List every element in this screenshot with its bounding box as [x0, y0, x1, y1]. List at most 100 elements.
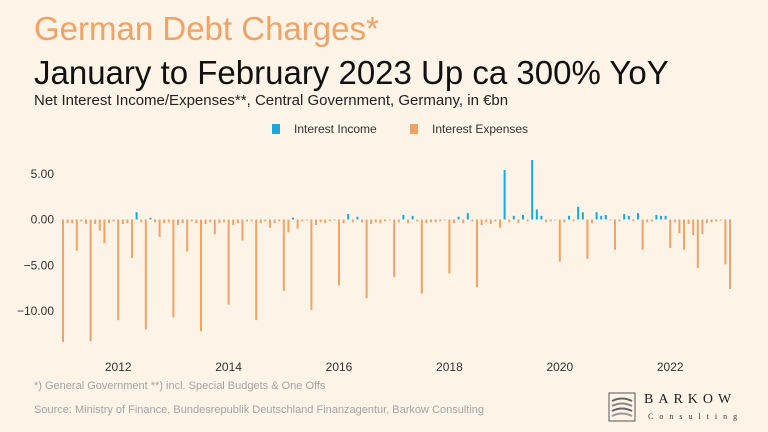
bar-income	[503, 170, 506, 220]
bar-expense	[112, 219, 115, 222]
barkow-logo: BARKOW Consulting	[608, 390, 762, 426]
bar-expense	[425, 219, 428, 224]
bar-expense	[98, 219, 101, 231]
bar-expense	[223, 219, 225, 223]
bar-expense	[338, 219, 340, 286]
y-tick-label: 5.00	[31, 167, 55, 181]
bar-expense	[181, 219, 184, 224]
bar-expense	[678, 219, 681, 234]
bar-expense	[351, 219, 354, 223]
bar-income	[664, 215, 667, 220]
bar-expense	[126, 219, 129, 224]
bar-expense	[236, 219, 239, 224]
y-tick-label: −10.00	[17, 304, 54, 318]
bar-expense	[508, 219, 511, 223]
bar-expense	[305, 219, 308, 221]
bar-expense	[213, 219, 216, 235]
bar-expense	[315, 219, 317, 225]
bar-expense	[144, 219, 147, 330]
bar-expense	[255, 219, 258, 321]
chart-legend: Interest Income Interest Expenses	[0, 122, 768, 138]
bar-expense	[618, 219, 621, 222]
bar-income	[637, 213, 639, 220]
bar-expense	[434, 219, 437, 223]
bar-expense	[227, 219, 230, 305]
bar-expense	[186, 219, 189, 252]
bar-expense	[365, 219, 368, 299]
bar-income	[600, 215, 603, 220]
bar-expense	[204, 219, 207, 225]
bar-expense	[131, 219, 133, 258]
bar-expense	[89, 219, 92, 342]
bar-income	[347, 214, 350, 220]
bar-expense	[342, 219, 345, 224]
bar-expense	[719, 219, 722, 221]
bar-expense	[476, 219, 478, 288]
bar-expense	[172, 219, 175, 318]
bar-expense	[489, 219, 492, 225]
bar-expense	[563, 219, 566, 223]
bar-expense	[443, 219, 446, 221]
bar-income	[623, 214, 626, 220]
bar-income	[655, 214, 658, 220]
bar-income	[457, 216, 460, 220]
bar-expense	[609, 219, 612, 221]
x-tick-label: 2016	[326, 360, 353, 374]
bar-expense	[384, 219, 386, 222]
bar-expense	[480, 219, 483, 225]
bar-expense	[407, 219, 409, 224]
bar-expense	[517, 219, 520, 224]
bar-expense	[485, 219, 488, 223]
bar-income	[568, 215, 570, 220]
bar-expense	[85, 219, 87, 225]
bar-expense	[558, 219, 561, 262]
bar-expense	[218, 219, 221, 224]
bar-expense	[388, 219, 391, 221]
bar-expense	[167, 219, 170, 223]
bar-expense	[71, 219, 74, 224]
bar-expense	[397, 219, 400, 223]
bar-expense	[632, 219, 635, 222]
bar-income	[540, 215, 543, 220]
legend-label-expenses: Interest Expenses	[432, 122, 529, 136]
bar-income	[292, 217, 294, 220]
bar-income	[512, 215, 515, 220]
y-tick-label: −5.00	[24, 258, 55, 272]
bar-expense	[163, 219, 166, 224]
bar-income	[135, 212, 138, 220]
bar-income	[604, 214, 607, 220]
bar-income	[627, 215, 630, 220]
x-tick-label: 2012	[105, 360, 132, 374]
x-tick-label: 2020	[546, 360, 573, 374]
bar-expense	[108, 219, 110, 224]
bar-expense	[420, 219, 423, 294]
bar-expense	[287, 219, 290, 233]
bar-expense	[706, 219, 708, 224]
bar-expense	[374, 219, 377, 223]
bar-expense	[591, 219, 593, 224]
bar-income	[356, 216, 359, 220]
chart-title-top: German Debt Charges*	[34, 10, 379, 47]
logo-mark-icon	[608, 392, 636, 422]
bar-expense	[310, 219, 313, 311]
bar-expense	[701, 219, 704, 235]
bar-expense	[190, 219, 193, 222]
bar-expense	[154, 219, 156, 223]
bar-expense	[158, 219, 161, 237]
bar-income	[531, 160, 534, 220]
bar-expense	[264, 219, 267, 222]
bar-expense	[715, 219, 718, 222]
legend-item-expenses: Interest Expenses	[410, 122, 528, 136]
bar-expense	[683, 219, 685, 250]
bar-expense	[269, 219, 271, 228]
x-tick-label: 2018	[436, 360, 463, 374]
bar-expense	[66, 219, 69, 224]
legend-label-income: Interest Income	[294, 122, 377, 136]
bar-expense	[646, 219, 649, 223]
bar-income	[522, 214, 524, 220]
bar-expense	[278, 219, 281, 222]
bar-expense	[361, 219, 363, 223]
bar-expense	[75, 219, 78, 251]
footnote: *) General Government **) incl. Special …	[34, 380, 326, 392]
legend-item-income: Interest Income	[272, 122, 377, 136]
